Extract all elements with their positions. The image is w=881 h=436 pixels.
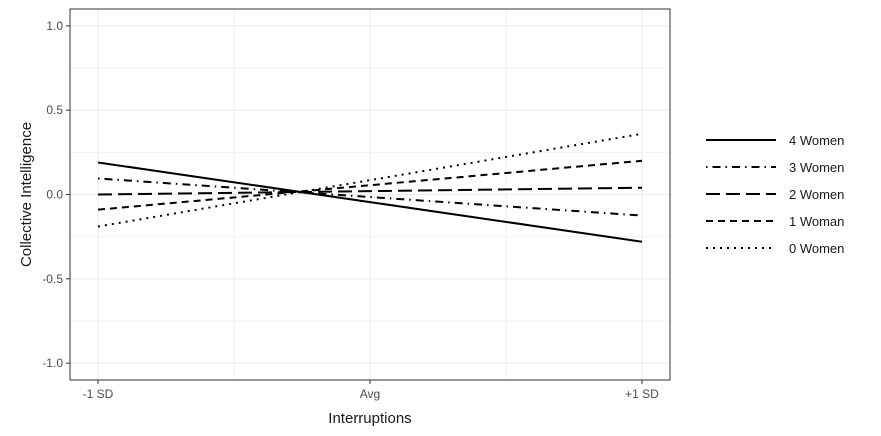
series-line-3-women xyxy=(97,177,643,217)
x-tick-label: Avg xyxy=(360,387,380,401)
x-tick-label: -1 SD xyxy=(83,387,114,401)
legend: 4 Women 3 Women 2 Women 1 Woman 0 Women xyxy=(706,133,844,256)
x-axis-title: Interruptions xyxy=(328,410,411,427)
y-tick-label: -1.0 xyxy=(42,356,63,370)
series-lines xyxy=(97,132,643,243)
y-tick-label: 0.0 xyxy=(46,188,63,202)
legend-label: 0 Women xyxy=(789,241,844,256)
grid-lines xyxy=(70,9,670,380)
x-tick-label: +1 SD xyxy=(625,387,659,401)
y-axis-title: Collective Intelligence xyxy=(18,122,35,267)
series-line-0-women xyxy=(97,132,643,228)
y-tick-label: -0.5 xyxy=(42,272,63,286)
legend-label: 2 Women xyxy=(789,187,844,202)
x-axis: -1 SD Avg +1 SD xyxy=(83,380,659,401)
series-line-2-women xyxy=(97,186,643,196)
legend-label: 3 Women xyxy=(789,160,844,175)
legend-label: 4 Women xyxy=(789,133,844,148)
series-line-4-women xyxy=(97,161,643,243)
y-axis: 1.0 0.5 0.0 -0.5 -1.0 xyxy=(42,19,70,370)
y-tick-label: 0.5 xyxy=(46,103,63,117)
legend-label: 1 Woman xyxy=(789,214,844,229)
y-tick-label: 1.0 xyxy=(46,19,63,33)
